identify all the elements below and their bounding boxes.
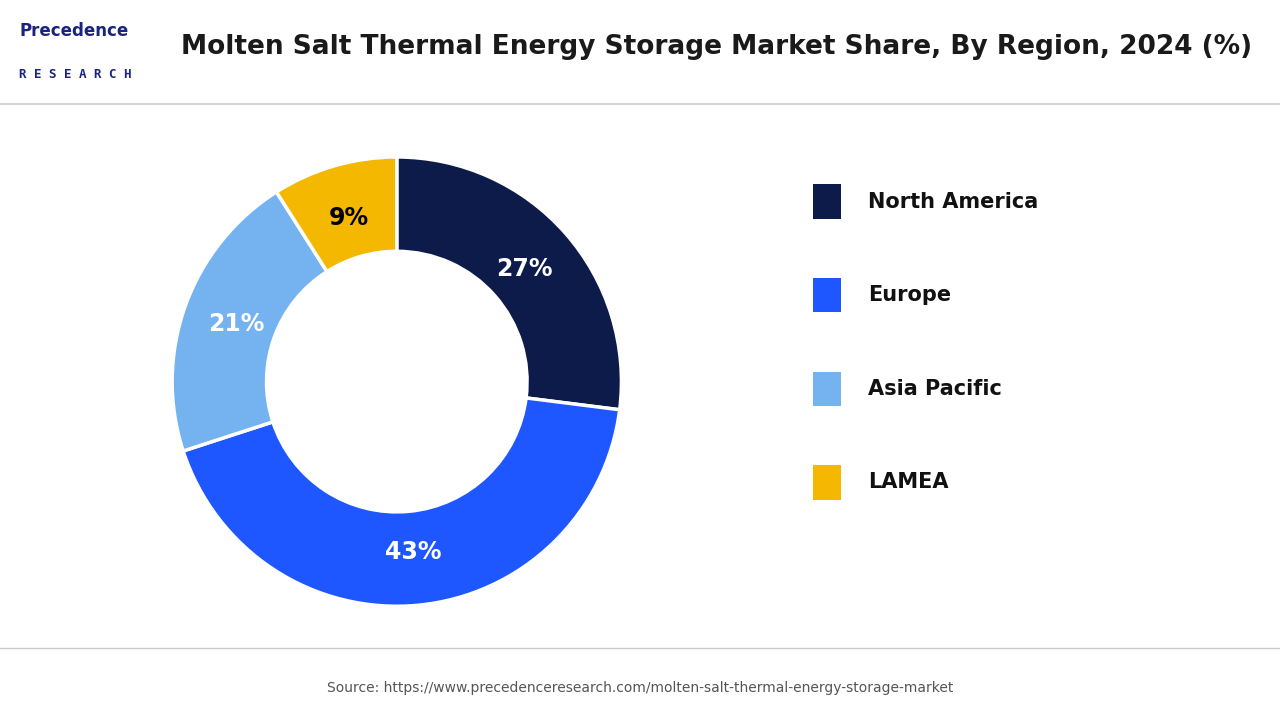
Wedge shape: [276, 157, 397, 271]
Text: Precedence: Precedence: [19, 22, 128, 40]
Text: Europe: Europe: [868, 285, 951, 305]
Text: Source: https://www.precedenceresearch.com/molten-salt-thermal-energy-storage-ma: Source: https://www.precedenceresearch.c…: [326, 680, 954, 695]
Text: 27%: 27%: [497, 257, 553, 281]
Text: 9%: 9%: [329, 206, 369, 230]
Wedge shape: [183, 398, 620, 606]
Text: 43%: 43%: [384, 539, 442, 564]
Text: R E S E A R C H: R E S E A R C H: [19, 68, 132, 81]
Wedge shape: [173, 192, 326, 451]
Text: 21%: 21%: [207, 312, 265, 336]
Text: LAMEA: LAMEA: [868, 472, 948, 492]
Text: Asia Pacific: Asia Pacific: [868, 379, 1002, 399]
Text: Molten Salt Thermal Energy Storage Market Share, By Region, 2024 (%): Molten Salt Thermal Energy Storage Marke…: [182, 34, 1252, 60]
Text: North America: North America: [868, 192, 1038, 212]
Wedge shape: [397, 157, 621, 410]
